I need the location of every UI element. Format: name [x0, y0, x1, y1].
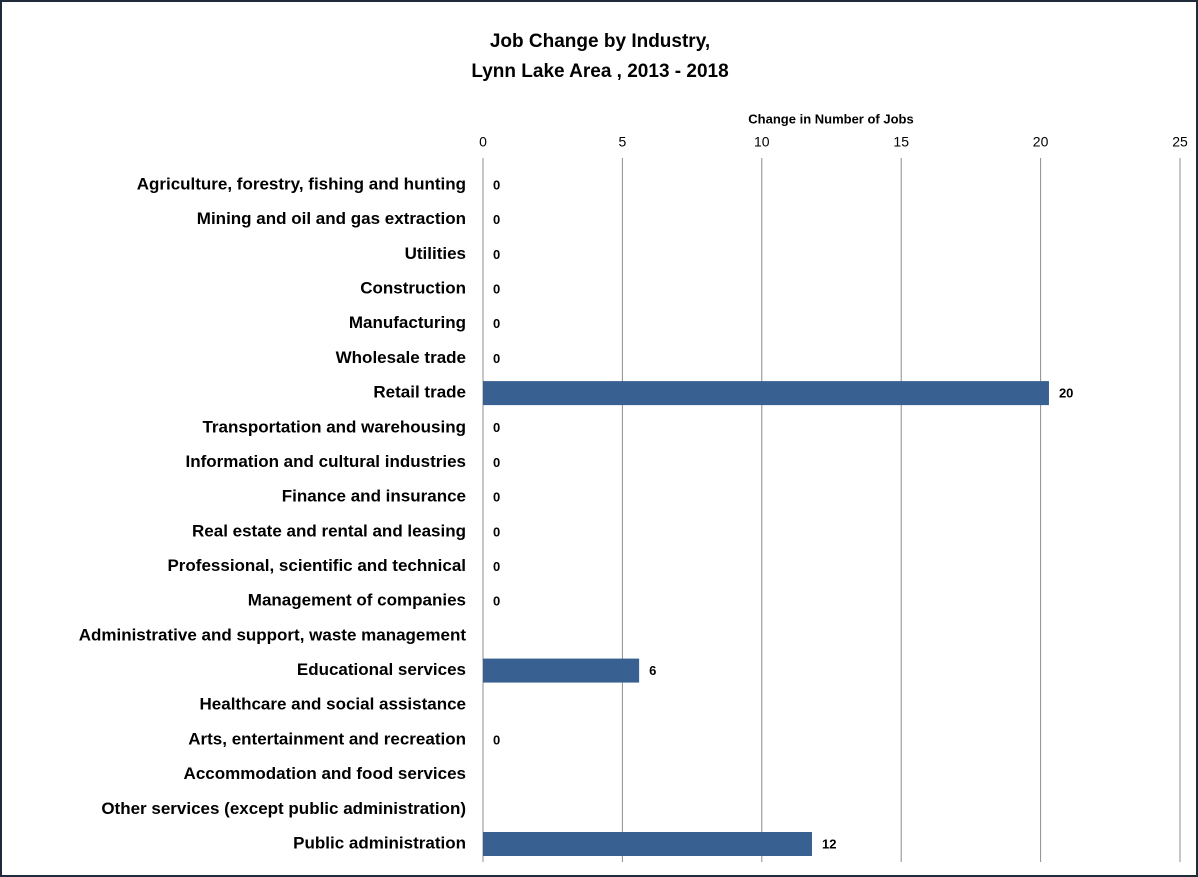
- chart-subtitle: Lynn Lake Area , 2013 - 2018: [471, 61, 728, 82]
- data-label: 0: [493, 420, 500, 435]
- y-tick-label: Agriculture, forestry, fishing and hunti…: [137, 174, 466, 193]
- data-label: 6: [649, 663, 656, 678]
- data-label: 0: [493, 594, 500, 609]
- y-tick-label: Transportation and warehousing: [202, 417, 466, 436]
- x-tick-label: 15: [893, 134, 909, 150]
- y-tick-label: Arts, entertainment and recreation: [188, 729, 466, 748]
- x-tick-label: 20: [1033, 134, 1049, 150]
- y-tick-label: Retail trade: [373, 383, 466, 402]
- y-tick-label: Information and cultural industries: [185, 452, 466, 471]
- y-tick-label: Construction: [360, 279, 466, 298]
- x-tick-label: 25: [1172, 134, 1188, 150]
- data-label: 0: [493, 455, 500, 470]
- y-tick-label: Wholesale trade: [336, 348, 466, 367]
- data-label: 12: [822, 836, 836, 851]
- y-tick-label: Other services (except public administra…: [101, 799, 466, 818]
- y-tick-label: Healthcare and social assistance: [200, 695, 466, 714]
- data-label: 0: [493, 524, 500, 539]
- y-tick-label: Professional, scientific and technical: [167, 556, 466, 575]
- x-axis-label: Change in Number of Jobs: [748, 111, 913, 126]
- y-tick-label: Manufacturing: [349, 313, 466, 332]
- bar: [483, 658, 640, 683]
- data-label: 0: [493, 212, 500, 227]
- data-label: 0: [493, 732, 500, 747]
- x-tick-label: 5: [619, 134, 627, 150]
- data-label: 20: [1059, 386, 1073, 401]
- y-tick-label: Public administration: [293, 833, 466, 852]
- y-tick-label: Mining and oil and gas extraction: [197, 209, 466, 228]
- y-tick-label: Educational services: [297, 660, 466, 679]
- data-label: 0: [493, 490, 500, 505]
- data-label: 0: [493, 351, 500, 366]
- data-label: 0: [493, 316, 500, 331]
- y-tick-label: Utilities: [405, 244, 466, 263]
- data-label: 0: [493, 559, 500, 574]
- y-tick-label: Real estate and rental and leasing: [192, 521, 466, 540]
- data-label: 0: [493, 247, 500, 262]
- y-tick-label: Management of companies: [248, 591, 466, 610]
- bar: [483, 381, 1049, 406]
- x-tick-label: 10: [754, 134, 770, 150]
- data-label: 0: [493, 177, 500, 192]
- y-tick-label: Administrative and support, waste manage…: [79, 625, 467, 644]
- chart-title: Job Change by Industry,: [490, 31, 710, 52]
- x-tick-label: 0: [479, 134, 487, 150]
- data-label: 0: [493, 281, 500, 296]
- y-tick-label: Finance and insurance: [282, 487, 466, 506]
- bar: [483, 832, 812, 856]
- y-tick-label: Accommodation and food services: [184, 764, 466, 783]
